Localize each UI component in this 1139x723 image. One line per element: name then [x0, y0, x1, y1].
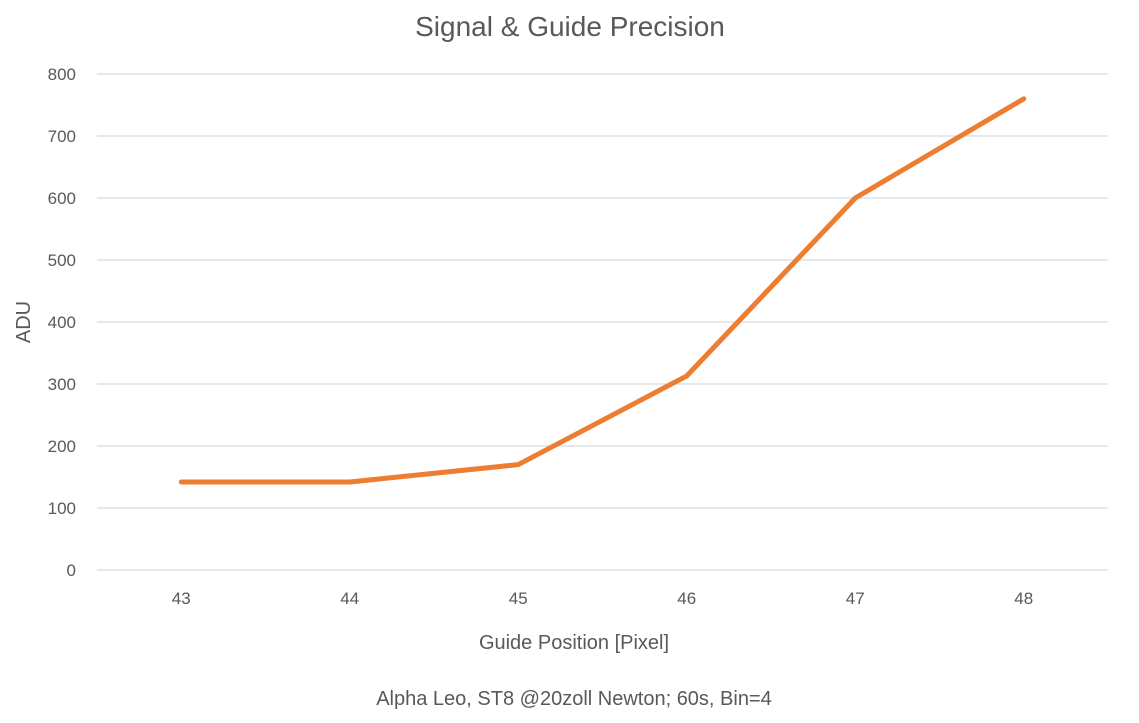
chart-title: Signal & Guide Precision — [415, 11, 725, 42]
x-tick-label: 48 — [1014, 589, 1033, 608]
chart-footer-note: Alpha Leo, ST8 @20zoll Newton; 60s, Bin=… — [376, 688, 772, 710]
y-tick-label: 700 — [48, 127, 76, 146]
y-tick-label: 600 — [48, 189, 76, 208]
x-tick-label: 45 — [509, 589, 528, 608]
y-tick-label: 200 — [48, 437, 76, 456]
x-tick-label: 47 — [846, 589, 865, 608]
y-axis-title: ADU — [13, 301, 35, 343]
y-tick-label: 100 — [48, 499, 76, 518]
y-tick-label: 300 — [48, 375, 76, 394]
x-tick-label: 46 — [677, 589, 696, 608]
x-tick-label: 43 — [172, 589, 191, 608]
x-axis-ticks: 43 44 45 46 47 48 — [172, 589, 1033, 608]
y-tick-label: 500 — [48, 251, 76, 270]
gridlines — [97, 73, 1108, 571]
y-tick-label: 0 — [67, 561, 76, 580]
series-layer — [178, 96, 1027, 485]
y-tick-label: 800 — [48, 65, 76, 84]
y-tick-label: 400 — [48, 313, 76, 332]
y-axis-ticks: 0 100 200 300 400 500 600 700 800 — [48, 65, 76, 580]
x-tick-label: 44 — [340, 589, 359, 608]
x-axis-title: Guide Position [Pixel] — [479, 632, 669, 654]
series-line-0 — [178, 96, 1027, 485]
